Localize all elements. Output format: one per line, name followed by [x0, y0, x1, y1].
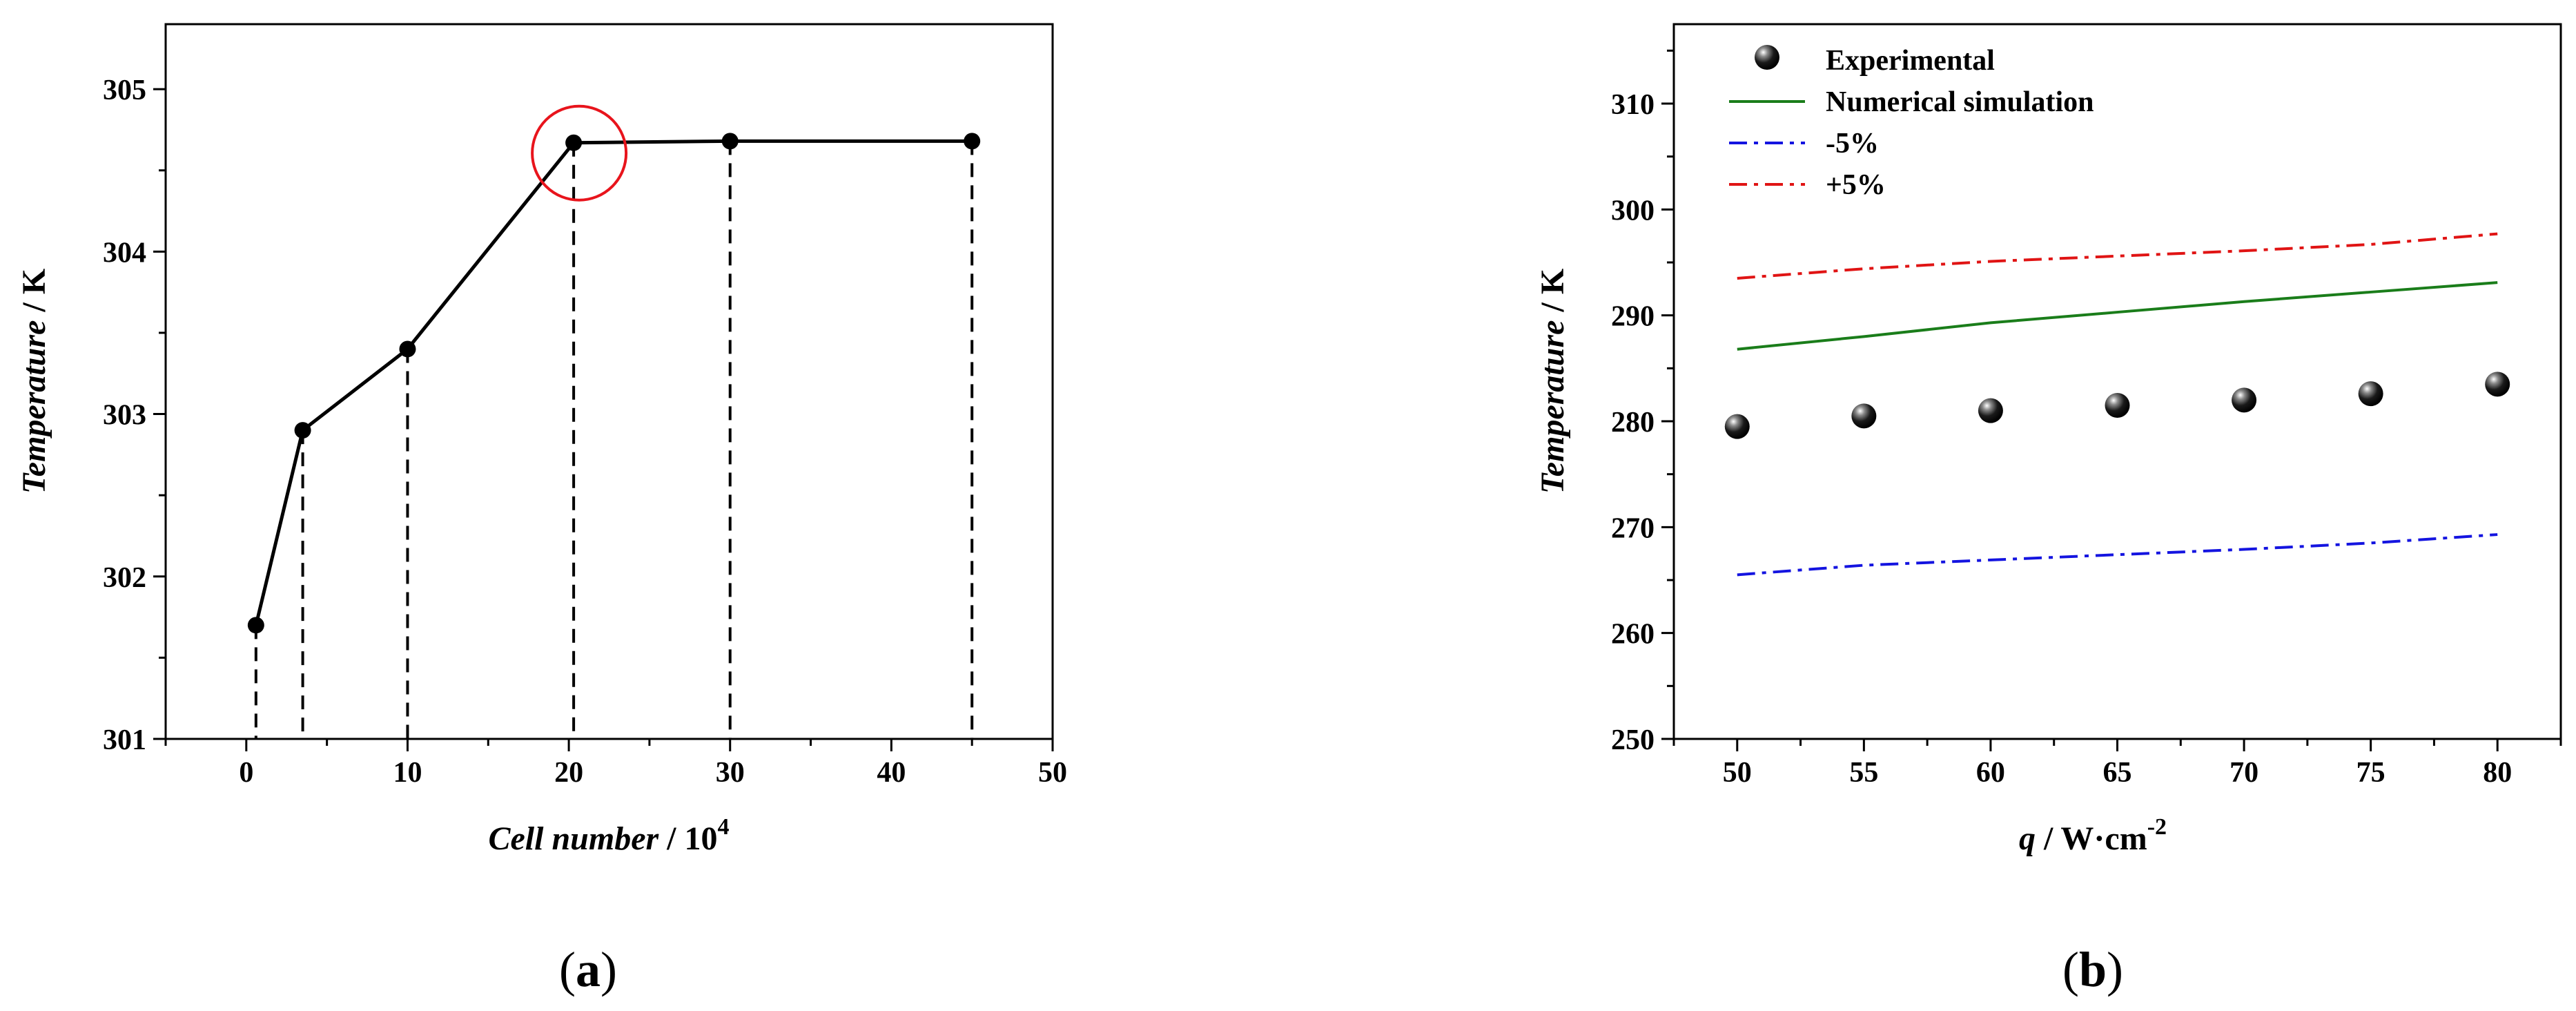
- panel-a-x-tick-label: 50: [1038, 757, 1067, 789]
- panel-a-ylabel-rest: / K: [16, 269, 52, 320]
- panel-a-chart: 0 10 20 30 40 50 301 302 303 304 305 Cell number …: [16, 23, 1067, 997]
- panel-a-data-point: [964, 133, 981, 150]
- panel-b-x-ticks: 50 55 60 65 70 75 80: [1672, 739, 2562, 789]
- panel-b-y-ticks: 250 260 270 280 290 300 310: [1611, 49, 1674, 756]
- panel-b-x-tick-label: 55: [1849, 757, 1878, 789]
- panel-a-label-open: (: [559, 942, 576, 997]
- panel-a-y-axis-title: Temperature / K: [16, 269, 52, 494]
- panel-b-y-axis-title: Temperature / K: [1534, 269, 1571, 494]
- panel-a-x-tick-label: 0: [239, 757, 253, 789]
- panel-b-series-line: [1737, 232, 2498, 280]
- panel-b-marks: [1724, 232, 2510, 577]
- panel-b-y-tick-label: 300: [1611, 195, 1655, 227]
- panel-a-label-letter: a: [576, 942, 601, 997]
- panel-a-data-point: [399, 340, 416, 358]
- panel-b-y-tick-label: 310: [1611, 89, 1655, 121]
- panel-b-label-letter: b: [2079, 942, 2107, 997]
- panel-a-y-ticks: 301 302 303 304 305: [103, 75, 166, 756]
- panel-b-experimental-point: [2105, 393, 2130, 418]
- panel-b-x-tick-label: 75: [2357, 757, 2385, 789]
- panel-b-x-tick-label: 65: [2103, 757, 2132, 789]
- panel-b-legend-label: -5%: [1826, 128, 1879, 160]
- panel-b-series-line: [1737, 533, 2498, 577]
- panel-a-label-close: ): [601, 942, 617, 997]
- panel-a-y-tick-label: 304: [103, 237, 146, 269]
- panel-b-experimental-point: [2232, 387, 2257, 413]
- panel-b-xlabel-italic: q: [2019, 820, 2036, 857]
- panel-b-y-tick-label: 260: [1611, 619, 1655, 651]
- panel-b-y-tick-label: 290: [1611, 301, 1655, 333]
- panel-a-data-point: [294, 422, 311, 439]
- panel-b-y-tick-label: 270: [1611, 512, 1655, 544]
- panel-b-label: (b): [2062, 942, 2123, 997]
- panel-b-experimental-point: [1724, 414, 1750, 439]
- panel-b-y-tick-label: 250: [1611, 724, 1655, 756]
- panel-b-xlabel-rest: / W·cm: [2036, 820, 2147, 857]
- panel-a-data-point: [565, 134, 583, 151]
- panel-b-y-tick-label: 280: [1611, 407, 1655, 439]
- panel-a-highlight-circle: [531, 104, 628, 202]
- panel-b-x-tick-label: 70: [2229, 757, 2258, 789]
- panel-a-x-tick-label: 30: [716, 757, 745, 789]
- panel-b-series-line: [1737, 281, 2498, 351]
- panel-b-label-open: (: [2062, 942, 2079, 997]
- panel-b-legend-label: Experimental: [1826, 45, 1995, 77]
- panel-a-x-ticks: 0 10 20 30 40 50: [164, 739, 1067, 789]
- panel-b-xlabel-sup: -2: [2147, 814, 2167, 840]
- panel-a-y-tick-label: 303: [103, 400, 146, 432]
- panel-b-legend: Experimental Numerical simulation -5% +5%: [1729, 45, 2094, 201]
- panel-a-marks: [247, 104, 981, 739]
- panel-a-x-axis-title: Cell number / 104: [488, 814, 729, 857]
- panel-a-x-tick-label: 10: [393, 757, 422, 789]
- panel-a-data-point: [247, 617, 264, 634]
- panel-b-experimental-point: [2358, 381, 2383, 407]
- panel-b-x-tick-label: 50: [1723, 757, 1752, 789]
- panel-b-x-axis-title: q / W·cm-2: [2019, 814, 2167, 857]
- panel-a-xlabel-rest: / 10: [658, 820, 717, 857]
- panel-b-ylabel-italic: Temperature: [1534, 320, 1571, 494]
- panel-b-experimental-point: [2485, 372, 2510, 397]
- panel-a-xlabel-italic: Cell number: [488, 820, 659, 857]
- panel-b-label-close: ): [2107, 942, 2123, 997]
- panel-a-ylabel-italic: Temperature: [16, 320, 52, 494]
- panel-b-x-tick-label: 80: [2483, 757, 2512, 789]
- panel-b-chart: 50 55 60 65 70 75 80 250 260 270 280 290 300 310 Exp…: [1534, 23, 2562, 997]
- panel-b-legend-marker: [1755, 45, 1779, 70]
- panel-a-series-line: [254, 139, 973, 626]
- panel-b-x-tick-label: 60: [1976, 757, 2005, 789]
- panel-a-plot-frame: [164, 23, 1054, 740]
- panel-a-y-tick-label: 301: [103, 724, 146, 756]
- panel-b-legend-label: +5%: [1826, 169, 1886, 201]
- panel-a-y-tick-label: 302: [103, 562, 146, 594]
- panel-a-label: (a): [559, 942, 617, 997]
- panel-a-x-tick-label: 20: [554, 757, 583, 789]
- panel-b-ylabel-rest: / K: [1534, 269, 1571, 320]
- panel-b-plot-frame: [1672, 23, 2562, 740]
- panel-b-experimental-point: [1851, 403, 1877, 429]
- panel-a-y-tick-label: 305: [103, 75, 146, 106]
- panel-a-x-tick-label: 40: [877, 757, 906, 789]
- panel-a-data-point: [721, 133, 739, 150]
- panel-a-xlabel-sup: 4: [718, 814, 730, 840]
- panel-b-experimental-point: [1978, 398, 2003, 423]
- panel-b-legend-label: Numerical simulation: [1826, 86, 2094, 118]
